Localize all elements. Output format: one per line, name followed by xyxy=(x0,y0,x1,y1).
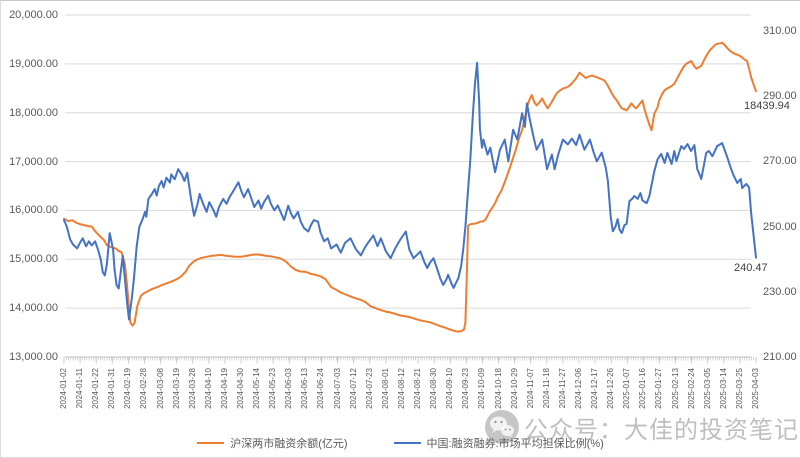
x-axis-label: 2024-01-31 xyxy=(107,368,117,409)
x-axis-label: 2024-07-12 xyxy=(348,368,358,409)
x-axis-label: 2024-02-28 xyxy=(139,368,149,409)
x-axis-label: 2025-02-13 xyxy=(670,368,680,409)
y-axis-label-right: 230.00 xyxy=(763,285,797,298)
legend-item-margin-balance[interactable]: 沪深两市融资余额(亿元) xyxy=(197,435,348,451)
x-axis-label: 2024-08-12 xyxy=(396,368,406,409)
x-axis-label: 2024-10-18 xyxy=(493,368,503,409)
x-axis-label: 2024-05-23 xyxy=(268,368,278,409)
y-axis-label-right: 210.00 xyxy=(763,351,797,363)
y-axis-label-left: 18,000.00 xyxy=(9,106,58,119)
y-axis-label-left: 17,000.00 xyxy=(9,155,58,168)
x-axis-label: 2024-06-03 xyxy=(284,368,294,409)
y-axis-label-left: 13,000.00 xyxy=(9,351,58,363)
x-axis-label: 2025-01-07 xyxy=(622,368,632,409)
y-axis-label-right: 250.00 xyxy=(763,220,797,233)
x-axis-label: 2024-04-30 xyxy=(236,368,246,409)
x-axis-label: 2024-04-19 xyxy=(219,368,229,409)
x-axis-label: 2024-01-11 xyxy=(75,368,85,409)
x-axis-label: 2024-10-29 xyxy=(509,368,519,409)
y-axis-label-left: 20,000.00 xyxy=(9,9,58,21)
x-axis-label: 2024-01-02 xyxy=(59,368,68,409)
y-axis-label-left: 14,000.00 xyxy=(9,302,58,315)
x-axis-label: 2024-12-06 xyxy=(573,368,583,409)
x-axis-label: 2025-01-16 xyxy=(638,368,648,409)
y-axis-label-right: 310.00 xyxy=(763,25,797,37)
x-axis-label: 2024-03-28 xyxy=(187,368,197,409)
x-axis-label: 2024-11-07 xyxy=(525,368,535,409)
x-axis-label: 2025-02-24 xyxy=(686,368,696,409)
x-axis-label: 2024-02-19 xyxy=(123,368,133,409)
x-axis-label: 2025-01-27 xyxy=(654,368,664,409)
data-label-margin-balance-last: 18439.94 xyxy=(744,100,790,112)
x-axis-label: 2025-03-05 xyxy=(702,368,712,409)
x-axis-label: 2024-06-24 xyxy=(316,368,326,409)
x-axis-label: 2025-03-25 xyxy=(734,368,744,409)
x-axis-label: 2024-08-30 xyxy=(429,368,439,409)
series-line-margin-balance xyxy=(63,41,757,333)
x-axis-label: 2024-03-19 xyxy=(171,368,181,409)
y-axis-label-left: 19,000.00 xyxy=(9,57,58,70)
x-axis-label: 2024-08-21 xyxy=(413,368,423,409)
legend-label-guarantee-ratio: 中国:融资融券:市场平均担保比例(%) xyxy=(426,438,604,450)
x-axis-label: 2024-11-18 xyxy=(541,368,551,409)
x-axis-label: 2025-04-03 xyxy=(751,368,760,409)
x-axis-label: 2024-09-10 xyxy=(445,368,455,409)
x-axis-label: 2024-11-27 xyxy=(557,368,567,409)
x-axis-label: 2024-03-08 xyxy=(155,368,165,409)
x-axis-label: 2024-05-14 xyxy=(252,368,262,409)
x-axis-label: 2024-08-01 xyxy=(380,368,390,409)
x-axis-label: 2024-01-22 xyxy=(91,368,101,409)
legend-item-guarantee-ratio[interactable]: 中国:融资融券:市场平均担保比例(%) xyxy=(393,435,604,451)
data-label-guarantee-ratio-last: 240.47 xyxy=(734,262,768,274)
series-line-guarantee-ratio xyxy=(63,61,757,321)
x-axis-label: 2025-03-14 xyxy=(718,368,728,409)
x-axis-label: 2024-12-17 xyxy=(590,368,600,409)
y-axis-label-left: 16,000.00 xyxy=(9,204,58,217)
y-axis-label-right: 290.00 xyxy=(763,90,797,103)
legend: 沪深两市融资余额(亿元) 中国:融资融券:市场平均担保比例(%) xyxy=(1,434,800,452)
legend-label-margin-balance: 沪深两市融资余额(亿元) xyxy=(230,438,348,450)
x-axis-label: 2024-12-26 xyxy=(606,368,616,409)
x-axis-label: 2024-10-09 xyxy=(477,368,487,409)
x-axis-label: 2024-04-10 xyxy=(203,368,213,409)
legend-swatch-orange xyxy=(197,441,225,445)
x-axis-label: 2024-06-13 xyxy=(300,368,310,409)
y-axis-label-left: 15,000.00 xyxy=(9,253,58,266)
x-axis-label: 2024-07-23 xyxy=(364,368,374,409)
x-axis-label: 2024-09-23 xyxy=(461,368,471,409)
legend-swatch-blue xyxy=(393,441,421,445)
y-axis-label-right: 270.00 xyxy=(763,155,797,168)
x-axis-label: 2024-07-03 xyxy=(332,368,342,409)
